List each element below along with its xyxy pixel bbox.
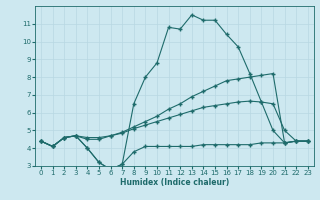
X-axis label: Humidex (Indice chaleur): Humidex (Indice chaleur)	[120, 178, 229, 187]
